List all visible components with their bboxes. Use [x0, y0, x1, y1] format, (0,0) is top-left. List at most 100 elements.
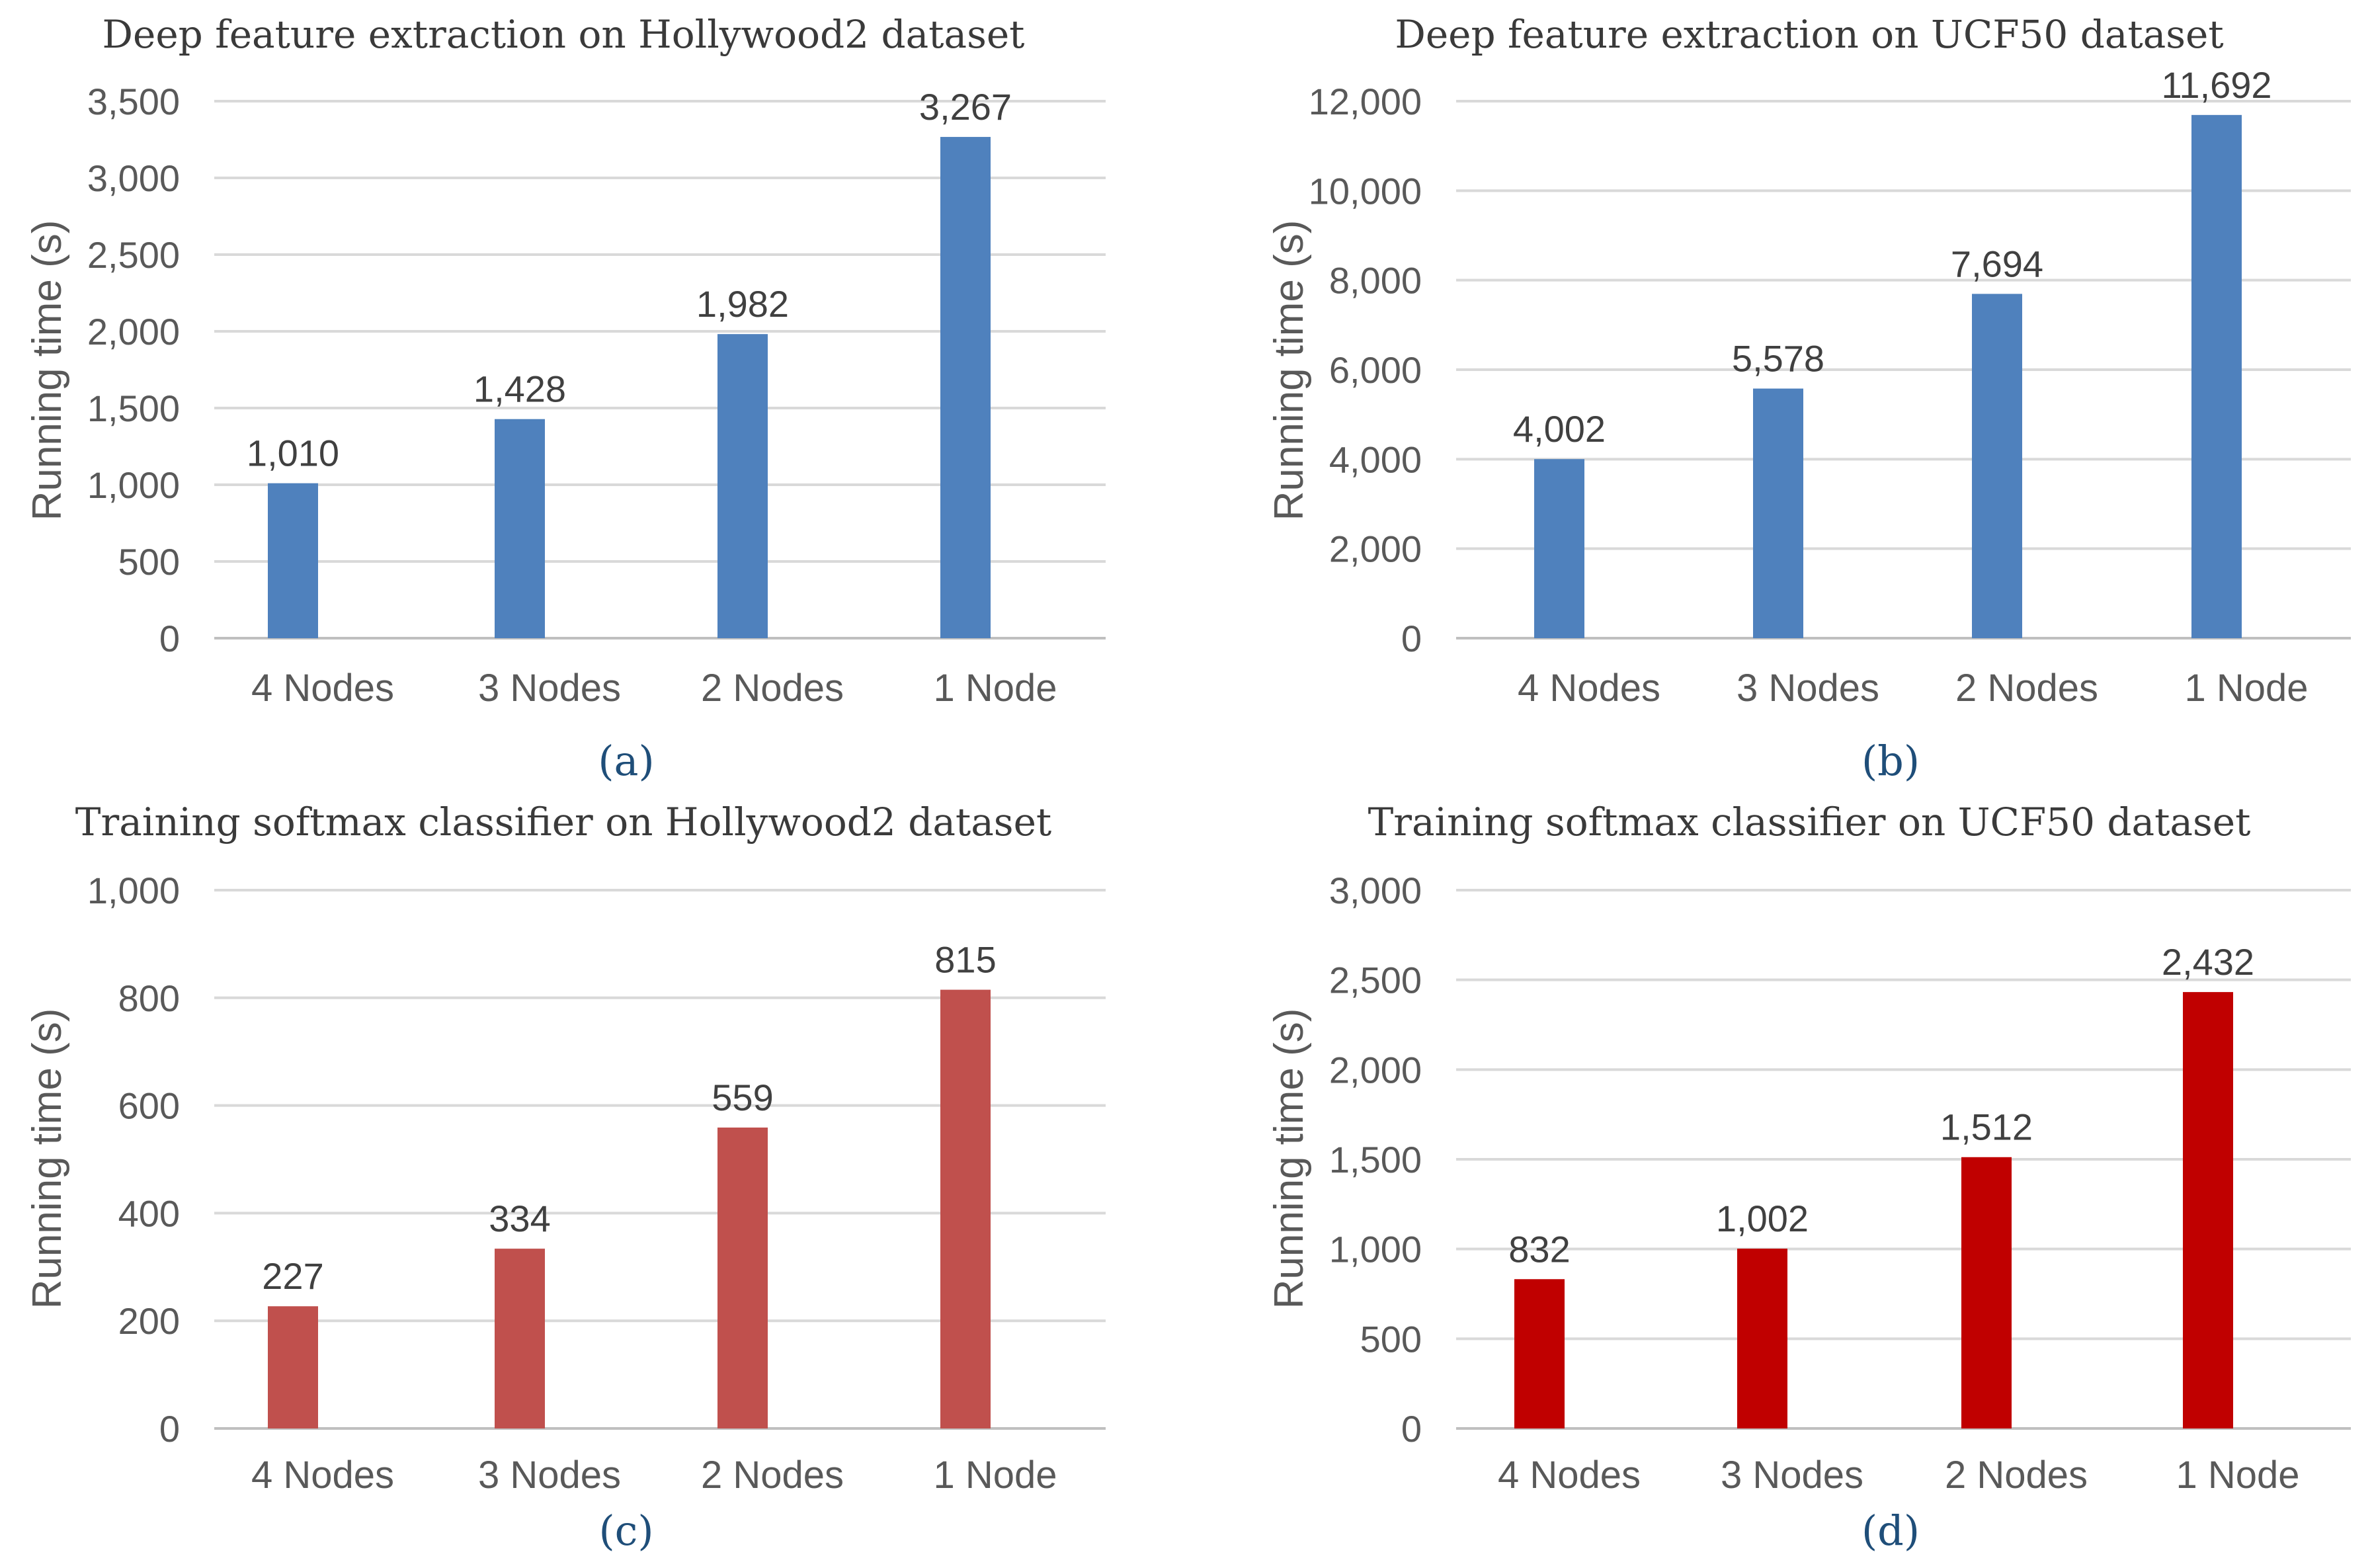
bar [717, 1127, 768, 1428]
bars: 227 334 559 815 [262, 939, 997, 1428]
panel-a: Deep feature extraction on Hollywood2 da… [24, 12, 1106, 785]
y-axis-label: Running time (s) [1266, 220, 1312, 521]
x-tick-label: 3 Nodes [1737, 667, 1879, 710]
y-ticks: 0 500 1,000 1,500 2,000 2,500 3,000 3,500 [87, 81, 180, 659]
bars: 4,002 5,578 7,694 11,692 [1513, 64, 2272, 639]
panel-d: Training softmax classifier on UCF50 dat… [1266, 800, 2351, 1555]
y-tick-label: 4,000 [1329, 438, 1422, 480]
y-tick-label: 600 [118, 1085, 180, 1127]
bar [1514, 1279, 1565, 1428]
y-tick-label: 0 [159, 1408, 180, 1450]
bar [1753, 388, 1803, 638]
y-tick-label: 3,000 [1329, 870, 1422, 911]
y-tick-label: 400 [118, 1192, 180, 1234]
data-label: 2,432 [2162, 941, 2254, 983]
x-tick-label: 1 Node [2184, 667, 2308, 710]
bar [268, 483, 318, 638]
x-tick-label: 1 Node [2176, 1454, 2299, 1497]
bar [268, 1306, 318, 1428]
y-tick-label: 1,500 [87, 388, 180, 429]
bar [1534, 459, 1584, 638]
panel-caption: (c) [598, 1506, 653, 1555]
y-axis-label: Running time (s) [1266, 1009, 1312, 1309]
data-label: 832 [1508, 1228, 1570, 1270]
y-tick-label: 3,000 [87, 157, 180, 199]
x-tick-label: 4 Nodes [1518, 667, 1660, 710]
x-ticks: 4 Nodes 3 Nodes 2 Nodes 1 Node [1518, 667, 2309, 710]
x-tick-label: 2 Nodes [1945, 1454, 2088, 1497]
y-axis-label: Running time (s) [24, 1009, 70, 1309]
y-tick-label: 200 [118, 1300, 180, 1342]
x-tick-label: 4 Nodes [251, 667, 394, 710]
data-label: 815 [934, 939, 996, 981]
panel-caption: (d) [1861, 1506, 1920, 1555]
bar [2183, 992, 2233, 1428]
data-label: 4,002 [1513, 408, 1606, 450]
bar [940, 137, 991, 638]
y-tick-label: 2,000 [1329, 528, 1422, 570]
panel-b: Deep feature extraction on UCF50 dataset… [1266, 12, 2351, 785]
y-tick-label: 8,000 [1329, 260, 1422, 302]
gridlines [214, 100, 1106, 640]
bar [940, 989, 991, 1428]
x-tick-label: 2 Nodes [701, 1454, 844, 1497]
y-tick-label: 6,000 [1329, 349, 1422, 391]
x-ticks: 4 Nodes 3 Nodes 2 Nodes 1 Node [251, 667, 1057, 710]
bars: 1,010 1,428 1,982 3,267 [247, 86, 1012, 638]
y-tick-label: 1,000 [1329, 1229, 1422, 1270]
y-tick-label: 2,500 [87, 234, 180, 276]
y-tick-label: 500 [118, 541, 180, 583]
y-ticks: 0 2,000 4,000 6,000 8,000 10,000 12,000 [1309, 81, 1422, 659]
x-tick-label: 4 Nodes [1498, 1454, 1641, 1497]
y-tick-label: 3,500 [87, 81, 180, 122]
y-ticks: 0 500 1,000 1,500 2,000 2,500 3,000 [1329, 870, 1422, 1450]
data-label: 559 [712, 1077, 773, 1118]
data-label: 1,010 [247, 433, 339, 474]
y-tick-label: 2,000 [87, 311, 180, 352]
chart-title: Deep feature extraction on Hollywood2 da… [102, 12, 1025, 57]
x-ticks: 4 Nodes 3 Nodes 2 Nodes 1 Node [251, 1454, 1057, 1497]
x-tick-label: 1 Node [933, 667, 1057, 710]
data-label: 11,692 [2161, 64, 2271, 106]
bars: 832 1,002 1,512 2,432 [1508, 941, 2254, 1428]
bar [717, 334, 768, 638]
panel-c: Training softmax classifier on Hollywood… [24, 800, 1106, 1555]
x-tick-label: 1 Node [933, 1454, 1057, 1497]
data-label: 1,982 [696, 283, 789, 325]
y-tick-label: 1,500 [1329, 1139, 1422, 1180]
data-label: 227 [262, 1255, 323, 1297]
data-label: 5,578 [1732, 338, 1824, 380]
x-tick-label: 4 Nodes [251, 1454, 394, 1497]
bar [1737, 1249, 1787, 1428]
data-label: 1,002 [1716, 1198, 1809, 1239]
y-tick-label: 0 [159, 618, 180, 659]
data-label: 7,694 [1951, 243, 2043, 284]
y-tick-label: 2,500 [1329, 960, 1422, 1001]
x-tick-label: 3 Nodes [1721, 1454, 1863, 1497]
x-tick-label: 3 Nodes [478, 667, 621, 710]
y-tick-label: 10,000 [1309, 170, 1422, 212]
chart-title: Training softmax classifier on UCF50 dat… [1368, 800, 2251, 845]
data-label: 334 [489, 1198, 550, 1239]
chart-title: Training softmax classifier on Hollywood… [75, 800, 1051, 845]
x-tick-label: 2 Nodes [701, 667, 844, 710]
bar [1972, 294, 2022, 638]
data-label: 1,428 [473, 368, 566, 410]
y-tick-label: 800 [118, 977, 180, 1019]
chart-title: Deep feature extraction on UCF50 dataset [1395, 12, 2223, 57]
y-tick-label: 0 [1401, 1408, 1422, 1450]
bar [1961, 1157, 2012, 1428]
x-tick-label: 3 Nodes [478, 1454, 621, 1497]
y-tick-label: 2,000 [1329, 1049, 1422, 1091]
bar [2191, 114, 2242, 639]
panel-caption: (a) [598, 737, 654, 785]
y-tick-label: 0 [1401, 618, 1422, 659]
y-tick-label: 12,000 [1309, 81, 1422, 122]
x-ticks: 4 Nodes 3 Nodes 2 Nodes 1 Node [1498, 1454, 2300, 1497]
panel-caption: (b) [1861, 737, 1920, 785]
data-label: 3,267 [919, 86, 1012, 128]
y-tick-label: 1,000 [87, 870, 180, 911]
y-tick-label: 500 [1360, 1318, 1422, 1360]
y-tick-label: 1,000 [87, 464, 180, 506]
